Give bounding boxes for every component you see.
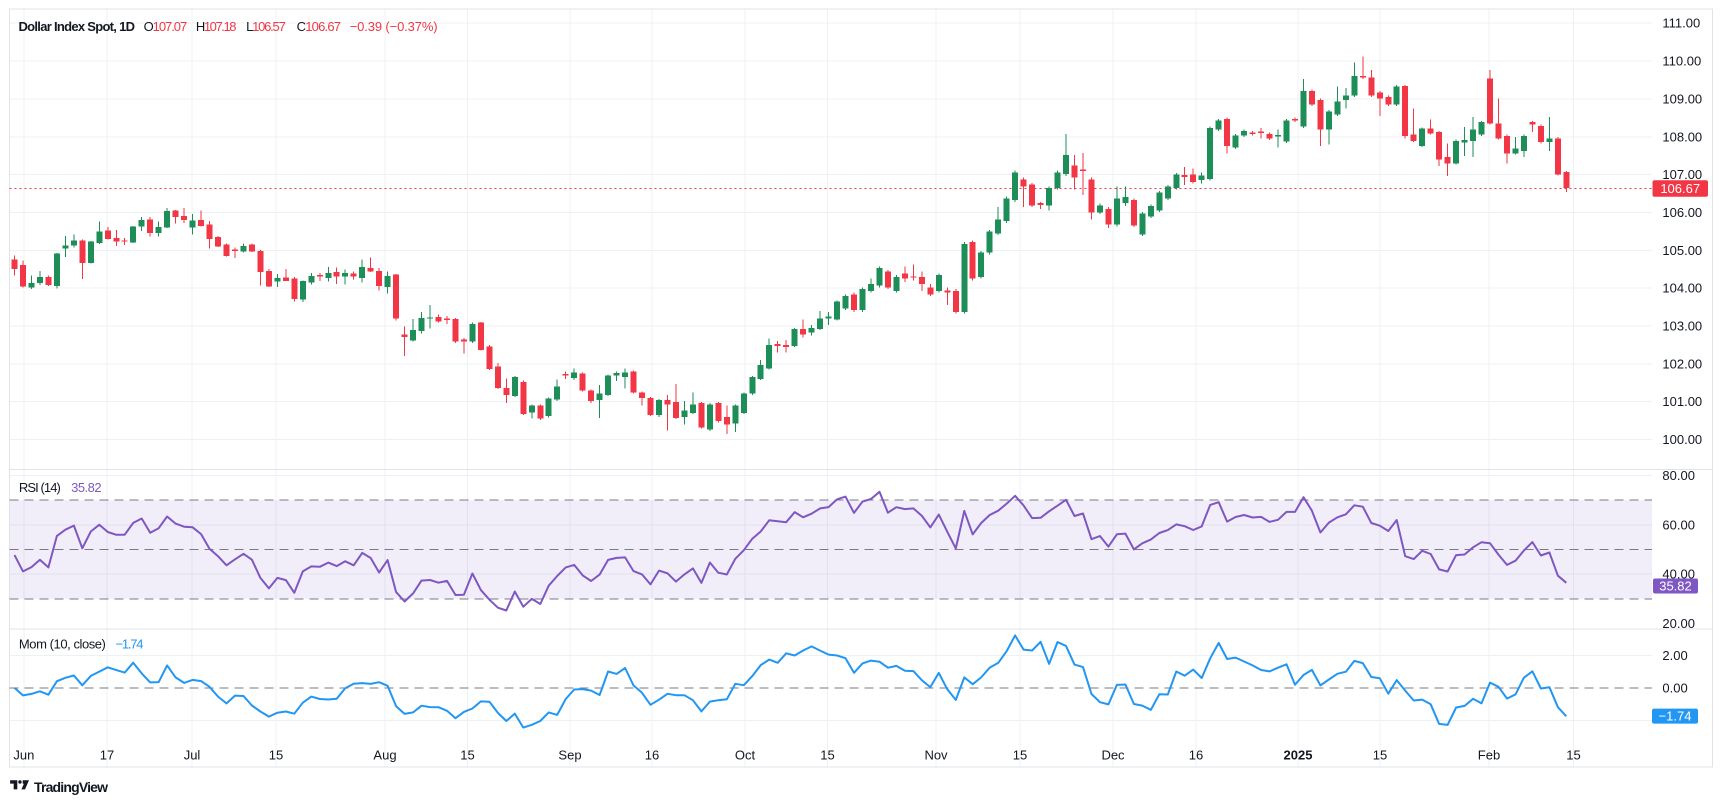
svg-text:100.00: 100.00 bbox=[1662, 432, 1702, 447]
svg-text:Aug: Aug bbox=[373, 748, 396, 763]
svg-text:80.00: 80.00 bbox=[1662, 468, 1695, 483]
svg-text:2025: 2025 bbox=[1284, 748, 1313, 763]
svg-text:15: 15 bbox=[820, 748, 834, 763]
svg-text:35.82: 35.82 bbox=[71, 480, 102, 495]
svg-text:Feb: Feb bbox=[1478, 748, 1500, 763]
svg-text:15: 15 bbox=[1013, 748, 1027, 763]
svg-text:−1.74: −1.74 bbox=[116, 637, 144, 652]
svg-text:Jun: Jun bbox=[13, 748, 34, 763]
svg-text:−1.74: −1.74 bbox=[1659, 709, 1692, 724]
svg-text:Jul: Jul bbox=[184, 748, 201, 763]
svg-text:60.00: 60.00 bbox=[1662, 517, 1695, 532]
svg-text:Dollar Index Spot, 1D: Dollar Index Spot, 1D bbox=[19, 19, 136, 34]
svg-text:15: 15 bbox=[1566, 748, 1580, 763]
svg-text:C106.67: C106.67 bbox=[297, 19, 341, 34]
svg-text:Nov: Nov bbox=[924, 748, 948, 763]
svg-text:20.00: 20.00 bbox=[1662, 616, 1695, 631]
svg-text:106.67: 106.67 bbox=[1660, 181, 1700, 196]
svg-text:103.00: 103.00 bbox=[1662, 319, 1702, 334]
svg-text:111.00: 111.00 bbox=[1662, 16, 1700, 31]
svg-text:Sep: Sep bbox=[558, 748, 581, 763]
svg-text:105.00: 105.00 bbox=[1662, 243, 1702, 258]
svg-text:15: 15 bbox=[460, 748, 474, 763]
svg-text:Dec: Dec bbox=[1101, 748, 1125, 763]
svg-text:108.00: 108.00 bbox=[1662, 129, 1702, 144]
svg-text:107.00: 107.00 bbox=[1662, 167, 1702, 182]
svg-text:102.00: 102.00 bbox=[1662, 356, 1702, 371]
svg-text:40.00: 40.00 bbox=[1662, 567, 1695, 582]
svg-text:16: 16 bbox=[1189, 748, 1203, 763]
svg-text:2.00: 2.00 bbox=[1662, 648, 1687, 663]
svg-text:0.00: 0.00 bbox=[1662, 680, 1687, 695]
svg-text:15: 15 bbox=[269, 748, 283, 763]
svg-text:106.00: 106.00 bbox=[1662, 205, 1702, 220]
svg-text:−0.39 (−0.37%): −0.39 (−0.37%) bbox=[350, 19, 438, 34]
svg-text:17: 17 bbox=[100, 748, 114, 763]
svg-text:35.82: 35.82 bbox=[1659, 579, 1692, 594]
svg-text:H107.18: H107.18 bbox=[196, 19, 237, 34]
svg-text:Mom (10, close): Mom (10, close) bbox=[19, 637, 106, 652]
svg-text:TradingView: TradingView bbox=[34, 779, 108, 795]
svg-text:15: 15 bbox=[1373, 748, 1387, 763]
svg-text:101.00: 101.00 bbox=[1662, 394, 1702, 409]
svg-text:104.00: 104.00 bbox=[1662, 281, 1702, 296]
svg-text:O107.07: O107.07 bbox=[144, 19, 188, 34]
svg-text:Oct: Oct bbox=[735, 748, 756, 763]
svg-text:109.00: 109.00 bbox=[1662, 91, 1702, 106]
svg-text:16: 16 bbox=[645, 748, 659, 763]
svg-text:110.00: 110.00 bbox=[1662, 54, 1701, 69]
svg-text:RSI (14): RSI (14) bbox=[19, 480, 61, 495]
svg-text:L106.57: L106.57 bbox=[246, 19, 286, 34]
